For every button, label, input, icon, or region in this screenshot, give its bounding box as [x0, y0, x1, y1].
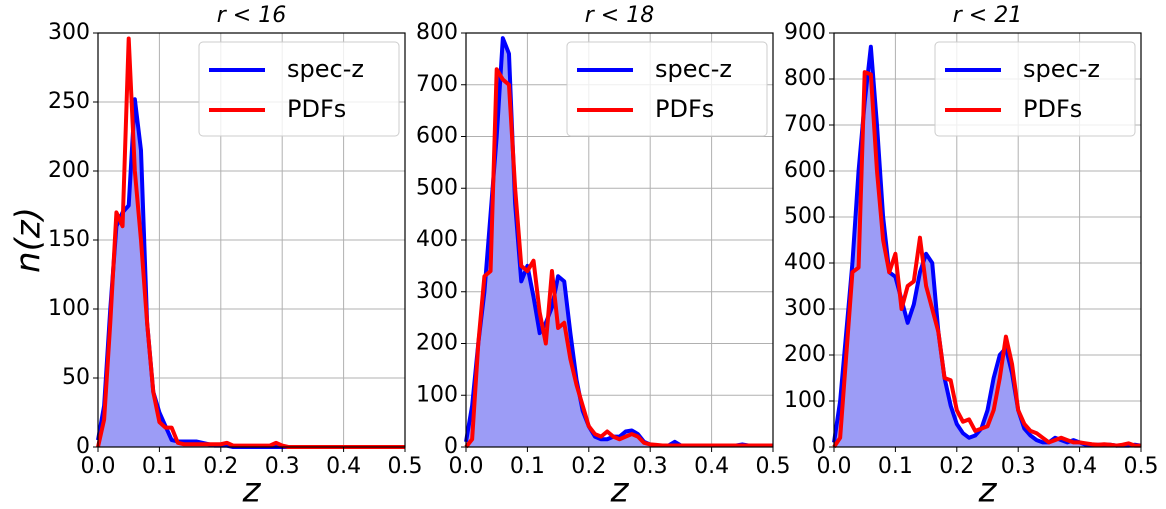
x-tick-label: 0.3: [1001, 454, 1036, 479]
y-tick-label: 200: [48, 158, 90, 183]
panel: 0.0 0.1 0.2 0.3 0.4 0.5 0 100 200 300 400 500 600 700…: [416, 3, 791, 509]
x-tick-label: 0.5: [756, 454, 791, 479]
y-tick-label: 600: [416, 124, 458, 149]
y-axis-label: n(z): [9, 207, 49, 273]
y-tick-label: 300: [416, 279, 458, 304]
x-tick-label: 0.0: [449, 454, 484, 479]
y-tick-label: 700: [416, 72, 458, 97]
line: [832, 70, 1141, 449]
line: [464, 67, 773, 449]
x-tick-label: 0.4: [694, 454, 729, 479]
x-tick-label: 0.3: [633, 454, 668, 479]
legend-label: spec-z: [655, 55, 732, 83]
y-tick-label: 800: [784, 66, 826, 91]
x-tick-label: 0.2: [571, 454, 606, 479]
x-axis-label: z: [242, 471, 262, 509]
y-tick-label: 500: [416, 175, 458, 200]
y-tick-label: 50: [62, 365, 90, 390]
y-tick-label: 700: [784, 112, 826, 137]
x-tick-label: 0.5: [388, 454, 423, 479]
y-tick-label: 200: [784, 342, 826, 367]
x-tick-label: 0.3: [265, 454, 300, 479]
legend-label: PDFs: [655, 95, 714, 123]
y-tick-label: 0: [444, 434, 458, 459]
y-tick-label: 150: [48, 227, 90, 252]
x-tick-label: 0.4: [326, 454, 361, 479]
chart-title: r < 16: [217, 3, 286, 28]
area: [98, 99, 405, 448]
y-tick-label: 0: [812, 434, 826, 459]
y-tick-label: 200: [416, 331, 458, 356]
x-tick-label: 0.2: [203, 454, 238, 479]
y-tick-label: 400: [784, 250, 826, 275]
y-tick-label: 900: [784, 20, 826, 45]
plot-frame: [833, 32, 1142, 448]
x-axis-label: z: [610, 471, 630, 509]
y-tick-label: 600: [784, 158, 826, 183]
x-tick-label: 0.1: [878, 454, 913, 479]
legend-label: PDFs: [1023, 95, 1082, 123]
legend-box: [934, 41, 1136, 137]
chart-title: r < 18: [585, 3, 654, 28]
y-tick-label: 250: [48, 89, 90, 114]
area: [834, 46, 1141, 448]
panel: 0.0 0.1 0.2 0.3 0.4 0.5 0 100 200 300 400 500 600 700…: [784, 3, 1159, 509]
legend-box: [566, 41, 768, 137]
y-tick-label: 300: [48, 20, 90, 45]
y-tick-label: 0: [76, 434, 90, 459]
x-tick-label: 0.1: [510, 454, 545, 479]
y-tick-label: 500: [784, 204, 826, 229]
legend-label: spec-z: [287, 55, 364, 83]
legend-box: [198, 41, 400, 137]
legend-label: PDFs: [287, 95, 346, 123]
chart-title: r < 21: [953, 3, 1022, 28]
y-tick-label: 100: [48, 296, 90, 321]
x-tick-label: 0.0: [817, 454, 852, 479]
panel: 0.0 0.1 0.2 0.3 0.4 0.5 0 50 100 150 200 250 300 r < …: [9, 3, 423, 509]
y-tick-label: 800: [416, 20, 458, 45]
x-tick-label: 0.5: [1124, 454, 1159, 479]
x-axis-label: z: [978, 471, 998, 509]
x-tick-label: 0.4: [1062, 454, 1097, 479]
legend-label: spec-z: [1023, 55, 1100, 83]
y-tick-label: 100: [416, 382, 458, 407]
y-tick-label: 400: [416, 227, 458, 252]
x-tick-label: 0.2: [939, 454, 974, 479]
x-tick-label: 0.1: [142, 454, 177, 479]
x-tick-label: 0.0: [81, 454, 116, 479]
area: [466, 38, 773, 448]
y-tick-label: 300: [784, 296, 826, 321]
y-tick-label: 100: [784, 388, 826, 413]
